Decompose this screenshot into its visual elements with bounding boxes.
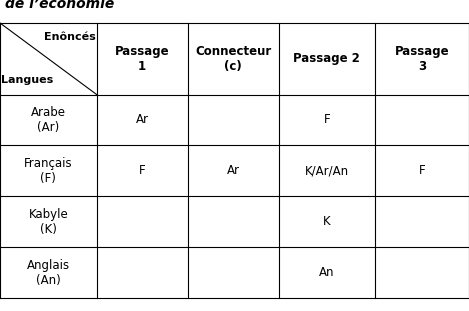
Text: F: F xyxy=(419,164,425,177)
Text: Kabyle
(K): Kabyle (K) xyxy=(29,208,68,236)
Text: Enôncés: Enôncés xyxy=(44,32,95,42)
Text: An: An xyxy=(319,266,335,279)
Text: Ar: Ar xyxy=(227,164,240,177)
Text: Langues: Langues xyxy=(1,75,53,85)
Text: de l’économie: de l’économie xyxy=(5,0,114,11)
Text: Passage
3: Passage 3 xyxy=(395,45,449,73)
Text: Passage
1: Passage 1 xyxy=(115,45,169,73)
Text: F: F xyxy=(139,164,145,177)
Text: K: K xyxy=(323,215,331,228)
Text: Français
(F): Français (F) xyxy=(24,157,73,185)
Text: Arabe
(Ar): Arabe (Ar) xyxy=(31,106,66,134)
Text: F: F xyxy=(324,114,330,127)
Text: Ar: Ar xyxy=(136,114,149,127)
Text: Connecteur
(c): Connecteur (c) xyxy=(195,45,271,73)
Text: Passage 2: Passage 2 xyxy=(294,52,360,65)
Text: K/Ar/An: K/Ar/An xyxy=(305,164,349,177)
Text: Anglais
(An): Anglais (An) xyxy=(27,258,70,286)
